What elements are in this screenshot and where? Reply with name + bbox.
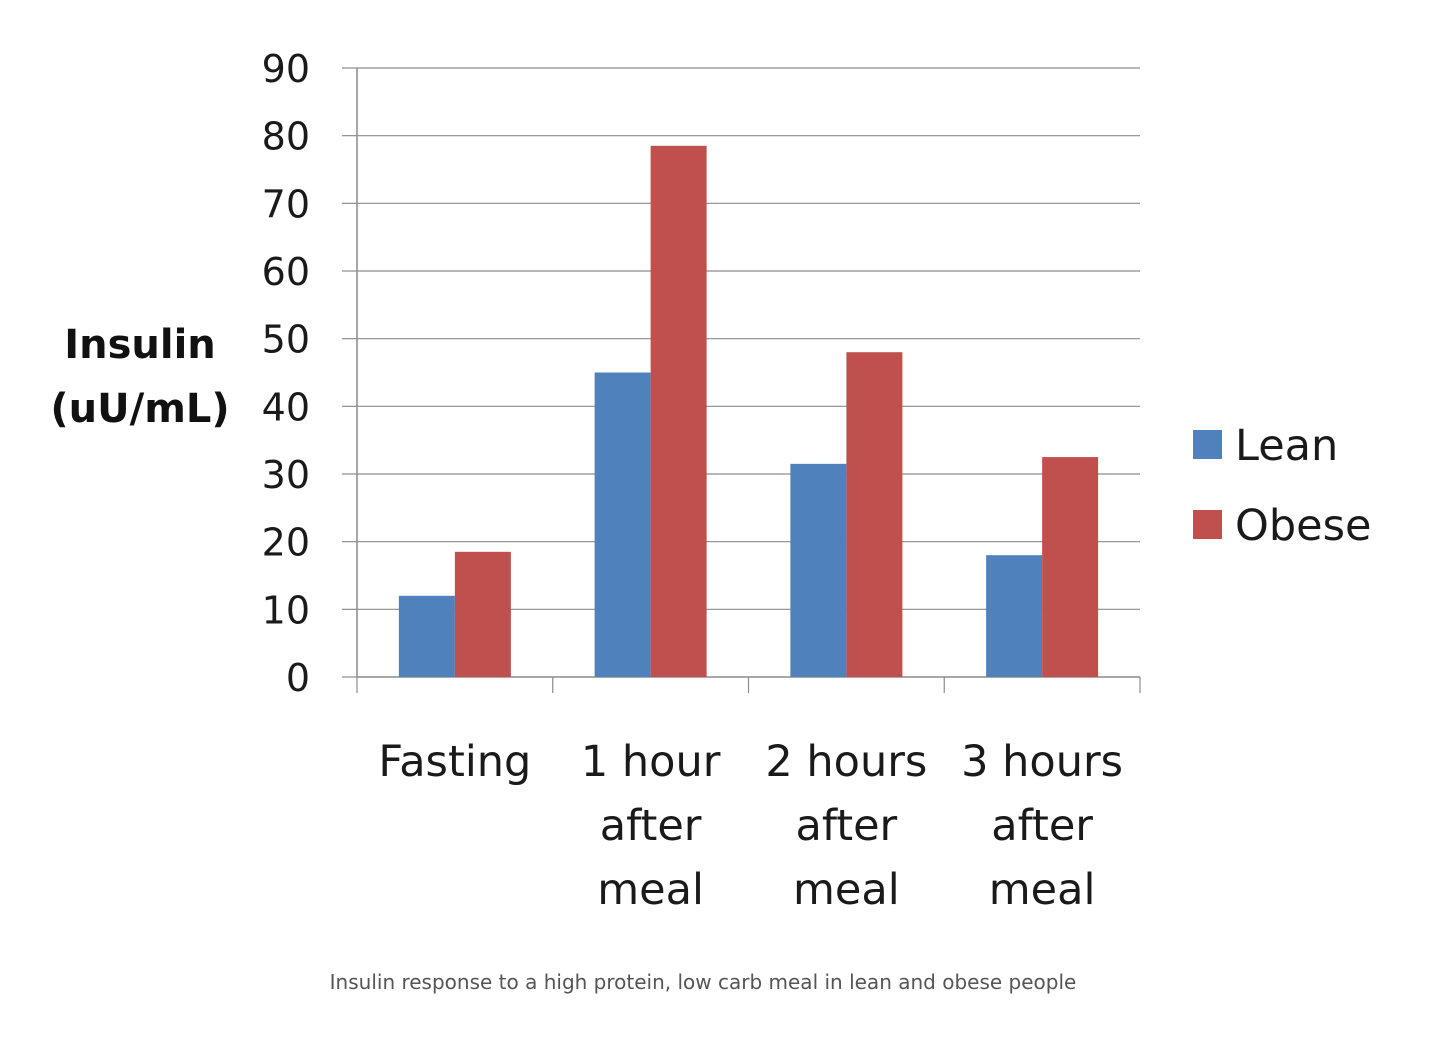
x-tick-label: after bbox=[796, 801, 898, 851]
y-tick-label: 90 bbox=[262, 47, 310, 91]
y-axis-label: Insulin (uU/mL) bbox=[50, 322, 229, 432]
y-tick-label: 20 bbox=[262, 521, 310, 565]
x-tick-label: meal bbox=[793, 865, 900, 915]
y-tick-label: 70 bbox=[262, 182, 310, 226]
x-tick-label: 2 hours bbox=[765, 737, 927, 787]
legend: Lean Obese bbox=[1193, 421, 1371, 551]
y-axis-label-line: (uU/mL) bbox=[50, 386, 229, 432]
x-tick-label: after bbox=[600, 801, 702, 851]
legend-swatch-lean bbox=[1193, 430, 1222, 459]
gridlines bbox=[357, 67, 1140, 610]
x-tick-label: 3 hours bbox=[961, 737, 1123, 787]
y-tick-label: 30 bbox=[262, 453, 310, 497]
legend-label-obese: Obese bbox=[1235, 501, 1371, 551]
y-axis-label-line: Insulin bbox=[64, 322, 216, 368]
y-tick-labels: 0 10 20 30 40 50 60 70 80 90 bbox=[262, 47, 310, 700]
bar-obese-3 bbox=[1042, 457, 1099, 677]
y-tick-label: 80 bbox=[262, 115, 310, 159]
y-tick-label: 10 bbox=[262, 588, 310, 632]
legend-label-lean: Lean bbox=[1235, 421, 1338, 471]
figure-caption: Insulin response to a high protein, low … bbox=[329, 970, 1077, 994]
y-tick-label: 0 bbox=[286, 656, 310, 700]
bar-lean-3 bbox=[986, 555, 1043, 677]
bars bbox=[398, 145, 1099, 678]
bar-obese-1 bbox=[650, 145, 707, 678]
bar-lean-0 bbox=[398, 595, 455, 677]
bar-lean-2 bbox=[790, 463, 847, 677]
bar-lean-1 bbox=[594, 372, 651, 677]
x-tick-label: meal bbox=[989, 865, 1096, 915]
legend-swatch-obese bbox=[1193, 510, 1222, 539]
x-tick-label: meal bbox=[597, 865, 704, 915]
x-tick-label: after bbox=[991, 801, 1093, 851]
x-tick-label: Fasting bbox=[378, 737, 531, 787]
bar-obese-0 bbox=[454, 551, 511, 677]
y-tick-label: 40 bbox=[262, 385, 310, 429]
bar-chart: 0 10 20 30 40 50 60 70 80 90 Fasting 1 hour after me… bbox=[50, 47, 1371, 915]
x-tick-label: 1 hour bbox=[581, 737, 721, 787]
y-tick-label: 60 bbox=[262, 250, 310, 294]
bar-obese-2 bbox=[846, 352, 903, 677]
y-tick-label: 50 bbox=[262, 318, 310, 362]
x-tick-labels: Fasting 1 hour after meal 2 hours after meal 3 … bbox=[378, 737, 1123, 915]
